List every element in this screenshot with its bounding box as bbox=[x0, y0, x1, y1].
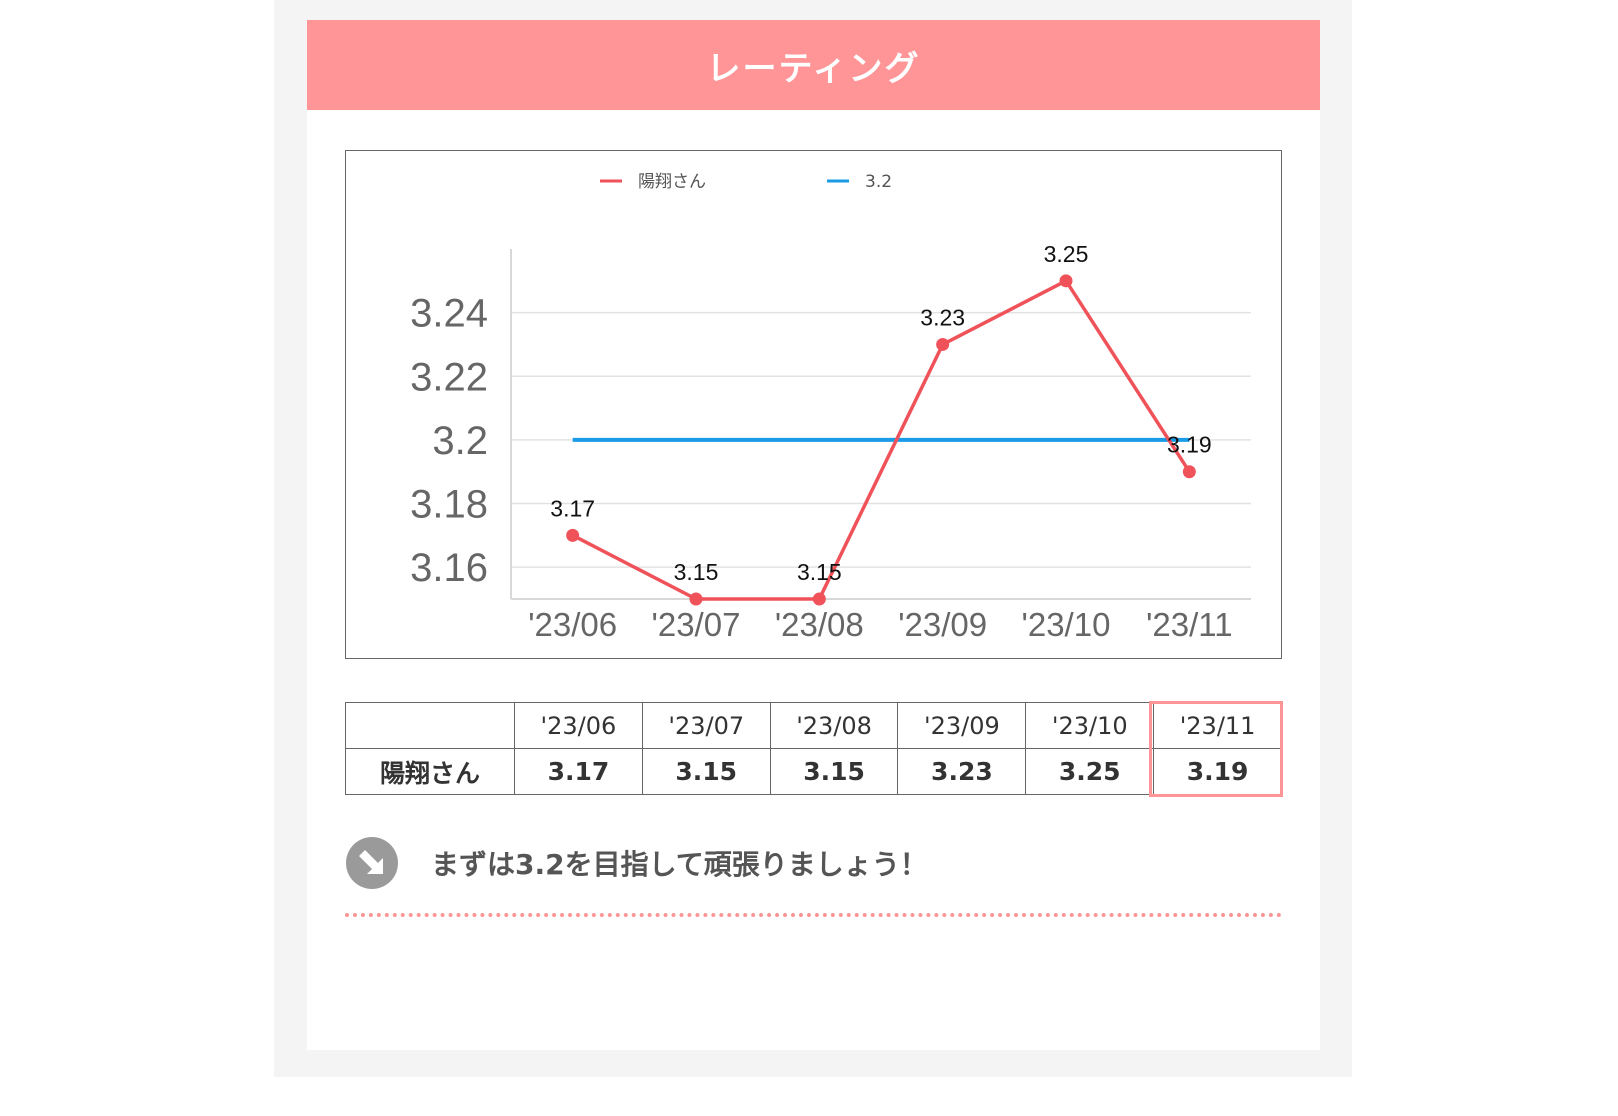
data-label: 3.15 bbox=[674, 559, 719, 585]
legend-label-target: 3.2 bbox=[865, 172, 892, 192]
x-tick-label: '23/08 bbox=[775, 606, 864, 643]
table-row: 陽翔さん 3.17 3.15 3.15 3.23 3.25 3.19 bbox=[345, 748, 1282, 795]
data-label: 3.19 bbox=[1167, 432, 1212, 458]
data-point bbox=[936, 337, 950, 351]
legend-label-main: 陽翔さん bbox=[638, 172, 706, 192]
table-header-cell: '23/07 bbox=[641, 702, 771, 749]
arrow-down-right-circle-icon bbox=[346, 837, 398, 889]
table-header-cell: '23/08 bbox=[769, 702, 899, 749]
y-tick-label: 3.2 bbox=[432, 419, 488, 463]
table-value-cell: 3.23 bbox=[897, 748, 1027, 795]
x-tick-label: '23/07 bbox=[652, 606, 741, 643]
table-value-cell: 3.19 bbox=[1153, 748, 1282, 795]
advice-message: まずは3.2を目指して頑張りましょう！ bbox=[345, 836, 928, 890]
table-row-label: 陽翔さん bbox=[345, 748, 515, 795]
y-tick-label: 3.24 bbox=[410, 292, 488, 336]
table-value-cell: 3.15 bbox=[641, 748, 771, 795]
data-label: 3.15 bbox=[797, 559, 842, 585]
data-point bbox=[1182, 465, 1196, 479]
rating-table: '23/06 '23/07 '23/08 '23/09 '23/10 '23/1… bbox=[345, 702, 1282, 795]
table-header-cell: '23/06 bbox=[514, 702, 643, 749]
table-header-cell: '23/10 bbox=[1025, 702, 1155, 749]
y-tick-label: 3.16 bbox=[410, 546, 488, 590]
data-point bbox=[689, 592, 703, 606]
table-value-cell: 3.17 bbox=[514, 748, 643, 795]
advice-text: まずは3.2を目指して頑張りましょう！ bbox=[431, 848, 928, 881]
rating-chart: 3.16 3.18 3.2 3.22 3.24 '23/06 '23/07 '23/08 '23… bbox=[345, 150, 1282, 659]
table-value-cell: 3.25 bbox=[1025, 748, 1155, 795]
series-line-main bbox=[571, 279, 1191, 601]
data-label: 3.25 bbox=[1044, 241, 1089, 267]
table-value-cell: 3.15 bbox=[769, 748, 899, 795]
data-point bbox=[812, 592, 826, 606]
data-label: 3.17 bbox=[550, 495, 595, 521]
section-header: レーティング bbox=[307, 20, 1320, 110]
data-point bbox=[1059, 274, 1073, 288]
x-tick-label: '23/10 bbox=[1022, 606, 1111, 643]
x-tick-label: '23/11 bbox=[1146, 606, 1232, 643]
x-tick-label: '23/06 bbox=[528, 606, 617, 643]
table-header-cell: '23/09 bbox=[897, 702, 1027, 749]
data-label: 3.23 bbox=[920, 304, 965, 330]
section-title: レーティング bbox=[706, 48, 921, 89]
y-tick-label: 3.18 bbox=[410, 483, 488, 527]
x-tick-label: '23/09 bbox=[898, 606, 987, 643]
data-point bbox=[566, 528, 580, 542]
dotted-divider bbox=[345, 913, 1282, 917]
chart-canvas: 3.16 3.18 3.2 3.22 3.24 '23/06 '23/07 '23/08 '23… bbox=[410, 172, 1251, 643]
table-header-cell: '23/11 bbox=[1153, 702, 1282, 749]
y-tick-label: 3.22 bbox=[410, 355, 488, 399]
table-header-row: '23/06 '23/07 '23/08 '23/09 '23/10 '23/1… bbox=[345, 702, 1282, 749]
table-header-cell bbox=[345, 702, 515, 749]
